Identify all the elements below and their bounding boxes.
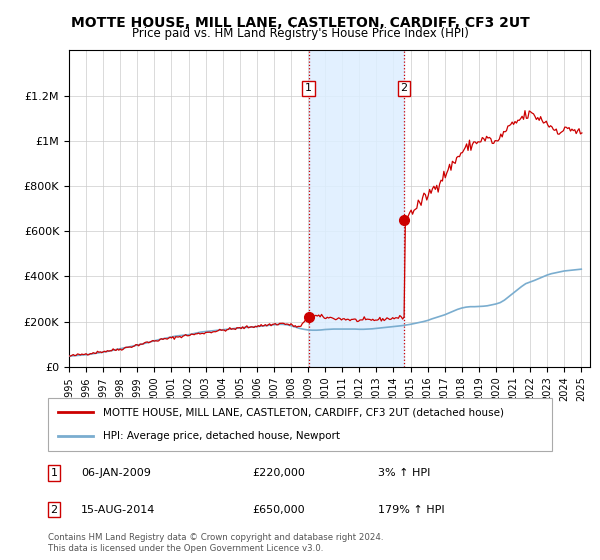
Text: 15-AUG-2014: 15-AUG-2014 bbox=[81, 505, 155, 515]
Bar bbox=[309, 50, 404, 367]
Text: 2: 2 bbox=[400, 83, 407, 94]
Text: 179% ↑ HPI: 179% ↑ HPI bbox=[378, 505, 445, 515]
Text: Contains HM Land Registry data © Crown copyright and database right 2024.
This d: Contains HM Land Registry data © Crown c… bbox=[48, 533, 383, 553]
Text: Price paid vs. HM Land Registry's House Price Index (HPI): Price paid vs. HM Land Registry's House … bbox=[131, 27, 469, 40]
Text: 1: 1 bbox=[305, 83, 312, 94]
Text: £650,000: £650,000 bbox=[252, 505, 305, 515]
FancyBboxPatch shape bbox=[48, 398, 552, 451]
Text: 1: 1 bbox=[50, 468, 58, 478]
Text: 2: 2 bbox=[50, 505, 58, 515]
Text: MOTTE HOUSE, MILL LANE, CASTLETON, CARDIFF, CF3 2UT: MOTTE HOUSE, MILL LANE, CASTLETON, CARDI… bbox=[71, 16, 529, 30]
Text: HPI: Average price, detached house, Newport: HPI: Average price, detached house, Newp… bbox=[103, 431, 340, 441]
Text: 3% ↑ HPI: 3% ↑ HPI bbox=[378, 468, 430, 478]
Text: MOTTE HOUSE, MILL LANE, CASTLETON, CARDIFF, CF3 2UT (detached house): MOTTE HOUSE, MILL LANE, CASTLETON, CARDI… bbox=[103, 408, 505, 418]
Text: 06-JAN-2009: 06-JAN-2009 bbox=[81, 468, 151, 478]
Text: £220,000: £220,000 bbox=[252, 468, 305, 478]
